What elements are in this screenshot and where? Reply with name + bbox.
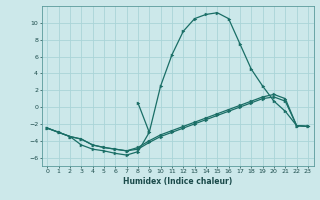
X-axis label: Humidex (Indice chaleur): Humidex (Indice chaleur) bbox=[123, 177, 232, 186]
